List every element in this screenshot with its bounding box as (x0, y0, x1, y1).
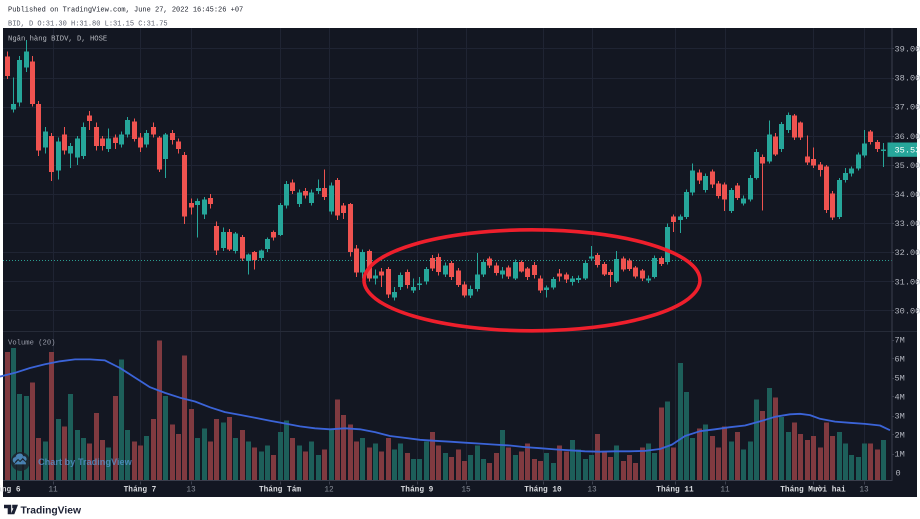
svg-text:11: 11 (48, 487, 58, 495)
svg-text:39.00: 39.00 (895, 45, 920, 55)
svg-text:6M: 6M (895, 355, 905, 365)
svg-text:37.00: 37.00 (895, 103, 920, 113)
svg-text:12: 12 (324, 487, 334, 495)
svg-text:13: 13 (587, 487, 597, 495)
svg-text:35.53: 35.53 (895, 146, 920, 156)
svg-text:34.00: 34.00 (895, 190, 920, 200)
svg-text:Tháng 11: Tháng 11 (656, 487, 694, 495)
svg-text:31.00: 31.00 (895, 277, 920, 287)
svg-text:Tháng 7: Tháng 7 (124, 487, 157, 495)
svg-text:13: 13 (859, 487, 869, 495)
svg-text:4M: 4M (895, 393, 905, 403)
svg-text:BID, D O:31.30 H:31.80 L:31.15: BID, D O:31.30 H:31.80 L:31.15 C:31.75 (8, 21, 168, 29)
svg-text:Chart by TradingView: Chart by TradingView (38, 457, 133, 467)
svg-text:TradingView: TradingView (21, 505, 82, 516)
svg-text:Tháng 6: Tháng 6 (0, 487, 21, 495)
svg-text:0: 0 (896, 469, 901, 479)
svg-text:11: 11 (720, 487, 730, 495)
svg-text:Ngân hàng BIDV, D, HOSE: Ngân hàng BIDV, D, HOSE (8, 36, 107, 44)
svg-text:Volume (20): Volume (20) (8, 340, 55, 348)
svg-text:30.00: 30.00 (895, 306, 920, 316)
svg-text:36.00: 36.00 (895, 132, 920, 142)
svg-text:2M: 2M (895, 431, 905, 441)
svg-text:Tháng 9: Tháng 9 (401, 487, 434, 495)
svg-text:15: 15 (461, 487, 471, 495)
svg-text:13: 13 (186, 487, 196, 495)
svg-text:Published on TradingView.com,: Published on TradingView.com, June 27, 2… (8, 7, 243, 15)
svg-text:3M: 3M (895, 412, 905, 422)
svg-text:32.00: 32.00 (895, 248, 920, 258)
svg-text:7M: 7M (895, 336, 905, 346)
svg-text:Tháng Tám: Tháng Tám (259, 487, 301, 495)
svg-text:Tháng 10: Tháng 10 (524, 487, 562, 495)
svg-text:38.00: 38.00 (895, 74, 920, 84)
svg-text:33.00: 33.00 (895, 219, 920, 229)
svg-text:1M: 1M (895, 450, 905, 460)
svg-text:5M: 5M (895, 374, 905, 384)
svg-text:Tháng Mười hai: Tháng Mười hai (780, 487, 846, 495)
svg-text:35.00: 35.00 (895, 161, 920, 171)
